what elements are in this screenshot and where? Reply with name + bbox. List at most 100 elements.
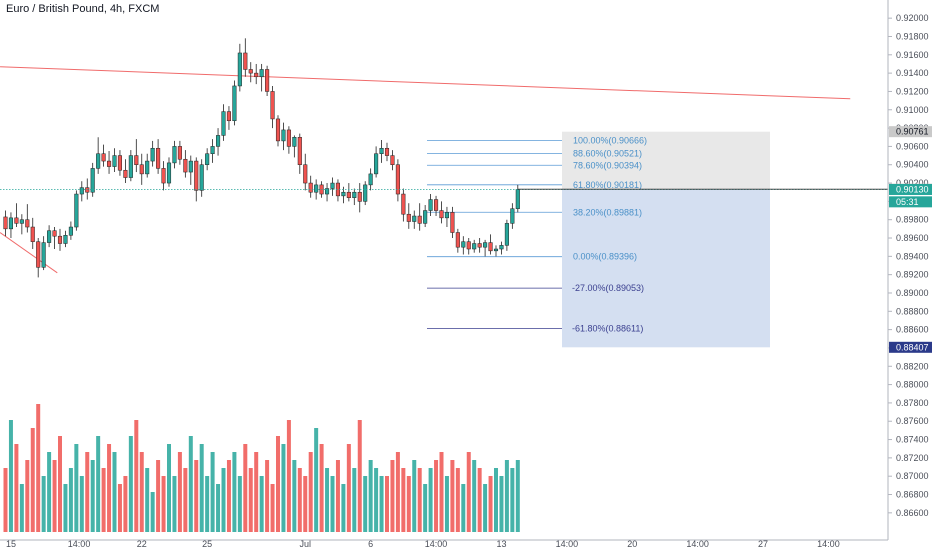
price-tag: 05:31 [889, 196, 932, 208]
volume-bar [374, 468, 379, 532]
candle-body [461, 241, 466, 248]
fib-levels-layer: 100.00%(0.90666) 88.60%(0.90521)78.60%(0.… [427, 135, 647, 334]
candle [270, 85, 275, 129]
volume-bar [434, 460, 439, 532]
price-tick-label: 0.90200 [896, 178, 929, 188]
volume-bar [346, 444, 351, 532]
volume-bar [36, 404, 41, 532]
candle [150, 140, 155, 167]
candle-body [216, 135, 221, 147]
volume-bar [68, 468, 73, 532]
candle [395, 159, 400, 202]
volume-bar [221, 468, 226, 532]
volume-bar [41, 476, 46, 532]
time-tick-label: 20 [627, 539, 637, 549]
volume-bar [194, 460, 199, 532]
candle [57, 228, 63, 251]
candle-body [515, 189, 520, 209]
candle-body [499, 245, 504, 250]
volume-bar [488, 476, 493, 532]
time-tick-label: 14:00 [68, 539, 91, 549]
candle [52, 227, 57, 250]
candle-body [483, 242, 488, 248]
fib-box-lower [562, 189, 770, 348]
volume-bar [8, 420, 13, 532]
volume-bar [205, 476, 210, 532]
candle [335, 179, 340, 202]
candles-layer [3, 38, 520, 278]
candle-body [36, 241, 41, 268]
candle-body [412, 215, 417, 222]
volume-bar [216, 484, 221, 532]
time-tick-label: 14:00 [686, 539, 709, 549]
candle-body [79, 187, 84, 195]
candle-body [428, 199, 433, 211]
candle-body [156, 147, 161, 169]
candle-body [466, 241, 471, 250]
price-tick-label: 0.87800 [896, 398, 929, 408]
candle [401, 188, 406, 222]
candle-body [183, 158, 188, 173]
candle [493, 245, 499, 257]
volume-bar [254, 452, 259, 532]
candle-body [74, 193, 79, 228]
candle [477, 238, 482, 253]
volume-bar [504, 460, 509, 532]
fib-level-label: 88.60%(0.90521) [573, 149, 642, 159]
candle-body [368, 173, 373, 186]
candle-body [406, 213, 411, 222]
volume-bar [379, 476, 384, 532]
volume-bar [499, 476, 504, 532]
candle-body [243, 52, 248, 70]
candle-body [281, 129, 286, 142]
volume-bar [494, 468, 498, 532]
candle-body [194, 160, 199, 191]
candle [8, 212, 13, 239]
volume-bar [281, 444, 286, 532]
candle [237, 43, 242, 92]
candle-body [314, 184, 319, 193]
fib-box-layer [562, 131, 770, 348]
volume-bar [90, 460, 95, 532]
price-tick-label: 0.88200 [896, 361, 929, 371]
candle [36, 238, 41, 278]
candle-body [455, 232, 460, 248]
candle [161, 161, 166, 191]
candle-body [254, 72, 259, 78]
volume-bar [406, 476, 411, 532]
candle-body [374, 153, 379, 175]
candle [79, 181, 84, 202]
volume-bar [363, 476, 368, 532]
candle-body [450, 212, 455, 233]
price-tick-label: 0.91600 [896, 50, 929, 60]
volume-bar [58, 436, 62, 532]
volume-bar [79, 476, 84, 532]
candle [510, 203, 515, 229]
candle-body [259, 69, 264, 78]
candle-body [439, 210, 444, 219]
candle-body [395, 164, 400, 195]
volume-bar [417, 468, 422, 532]
volume-bar [188, 436, 193, 532]
volume-bar [52, 460, 57, 532]
volume-bar [455, 468, 460, 532]
fib-level-label: 61.80%(0.90181) [573, 180, 642, 190]
candle [117, 150, 123, 176]
candle-body [379, 147, 384, 154]
volume-bar [232, 452, 237, 532]
time-tick-label: 6 [368, 539, 373, 549]
candle [156, 139, 161, 174]
price-tag-bg [889, 126, 932, 138]
volume-bar [243, 444, 248, 532]
candle-body [248, 69, 253, 74]
volume-bar [390, 460, 395, 532]
volume-bar [74, 444, 79, 532]
volume-bar [128, 436, 133, 532]
volume-bar [248, 468, 253, 532]
trendline-upper-resistance [0, 66, 851, 100]
candle-body [52, 230, 57, 237]
candle [128, 150, 133, 182]
candle-body [177, 146, 182, 160]
volume-bar [63, 484, 68, 532]
